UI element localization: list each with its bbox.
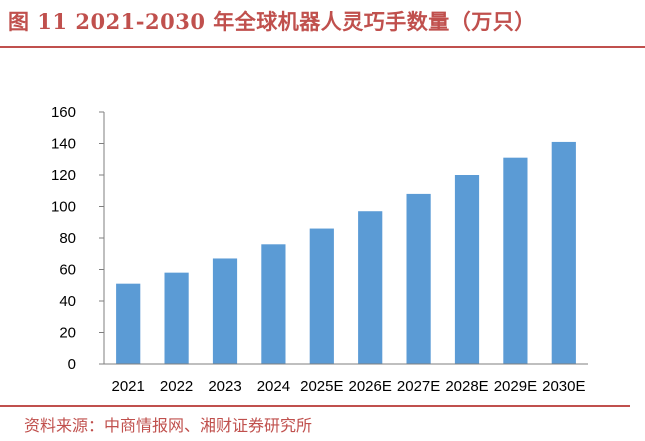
y-tick-label: 40	[59, 293, 76, 310]
bar	[309, 228, 334, 364]
y-axis: 0 20 40 60 80 100 120 140 160	[51, 104, 105, 373]
bar	[164, 272, 189, 364]
bar	[406, 193, 431, 364]
bar	[358, 211, 383, 364]
x-tick-label: 2021	[112, 378, 145, 395]
y-tick-label: 20	[59, 325, 76, 342]
x-tick-label: 2022	[160, 378, 193, 395]
y-tick-label: 140	[51, 136, 76, 153]
bar	[212, 258, 238, 364]
x-tick-label: 2028E	[445, 378, 488, 395]
bar	[116, 283, 141, 364]
y-tick-label: 80	[59, 230, 76, 247]
x-tick-label: 2029E	[494, 378, 537, 395]
x-tick-label: 2025E	[300, 378, 343, 395]
x-tick-label: 2023	[208, 378, 241, 395]
y-tick-label: 100	[51, 199, 76, 216]
y-tick-label: 60	[59, 262, 76, 279]
bar	[503, 157, 528, 364]
bar	[454, 175, 480, 364]
x-tick-label: 2026E	[349, 378, 392, 395]
y-tick-label: 160	[51, 104, 76, 121]
bar	[261, 244, 286, 364]
y-tick-label: 0	[68, 356, 76, 373]
source-note: 资料来源：中商情报网、湘财证券研究所	[24, 416, 313, 435]
y-tick-label: 120	[51, 167, 76, 184]
x-tick-label: 2030E	[542, 378, 585, 395]
chart-title: 图 11 2021-2030 年全球机器人灵巧手数量（万只）	[8, 9, 536, 34]
x-tick-label: 2027E	[397, 378, 440, 395]
x-tick-label: 2024	[257, 378, 290, 395]
footer-divider	[0, 405, 630, 407]
x-axis: 2021 2022 2023 2024 2025E 2026E 2027E 2028E 2029…	[104, 363, 588, 395]
bar	[551, 141, 576, 364]
bars	[116, 141, 576, 364]
title-divider	[0, 46, 645, 48]
